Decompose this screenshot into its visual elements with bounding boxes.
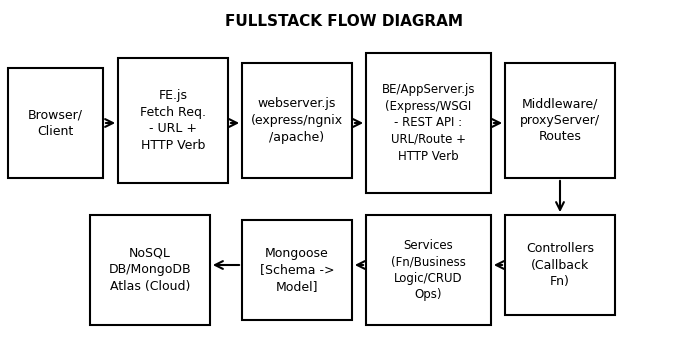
Bar (505, 63, 615, 178)
Text: Mongoose
[Schema ->
Model]: Mongoose [Schema -> Model] (260, 247, 334, 293)
Text: FULLSTACK FLOW DIAGRAM: FULLSTACK FLOW DIAGRAM (225, 15, 463, 30)
Text: Middleware/
proxyServer/
Routes: Middleware/ proxyServer/ Routes (520, 98, 600, 143)
Bar (8, 68, 103, 178)
Bar (118, 58, 228, 183)
Text: NoSQL
DB/MongoDB
Atlas (Cloud): NoSQL DB/MongoDB Atlas (Cloud) (109, 247, 191, 293)
Bar (242, 220, 352, 320)
Text: Services
(Fn/Business
Logic/CRUD
Ops): Services (Fn/Business Logic/CRUD Ops) (391, 239, 466, 301)
Bar (505, 215, 615, 315)
Text: Browser/
Client: Browser/ Client (28, 108, 83, 138)
Bar (366, 215, 491, 325)
Text: FE.js
Fetch Req.
- URL +
HTTP Verb: FE.js Fetch Req. - URL + HTTP Verb (140, 89, 206, 152)
Text: BE/AppServer.js
(Express/WSGI
- REST API :
URL/Route +
HTTP Verb: BE/AppServer.js (Express/WSGI - REST API… (382, 84, 475, 162)
Bar (242, 63, 352, 178)
Bar (90, 215, 210, 325)
Bar (366, 53, 491, 193)
Text: webserver.js
(express/ngnix
/apache): webserver.js (express/ngnix /apache) (251, 98, 343, 143)
Text: Controllers
(Callback
Fn): Controllers (Callback Fn) (526, 242, 594, 288)
